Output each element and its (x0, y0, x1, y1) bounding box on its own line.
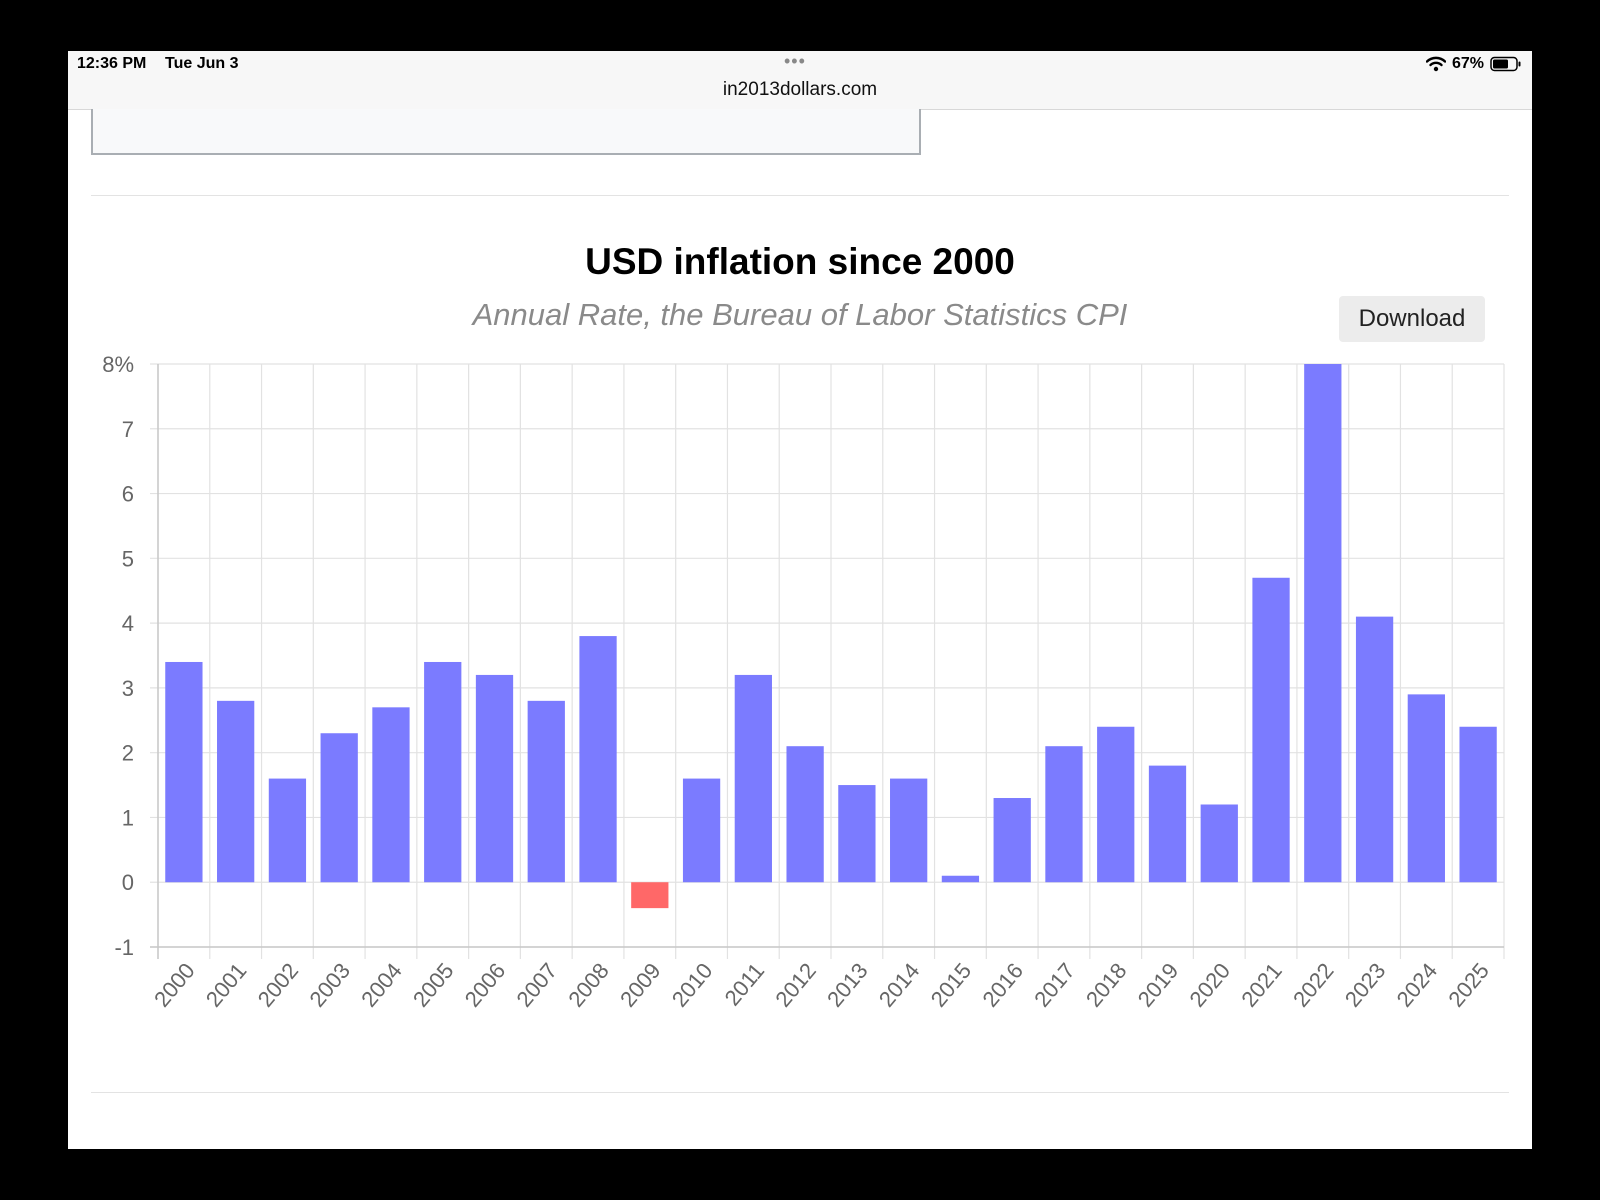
x-tick-label: 2008 (563, 958, 614, 1012)
bar-2009[interactable] (631, 882, 669, 909)
bar-2023[interactable] (1355, 616, 1394, 883)
x-tick-label: 2002 (253, 958, 304, 1012)
address-bar[interactable]: in2013dollars.com (68, 79, 1532, 101)
y-tick-label: 4 (122, 611, 134, 636)
bar-2011[interactable] (734, 674, 772, 883)
y-tick-label: 2 (122, 741, 134, 766)
url-text: in2013dollars.com (722, 79, 878, 100)
x-tick-label: 2017 (1029, 958, 1080, 1012)
x-tick-label: 2001 (201, 958, 252, 1012)
y-tick-label: -1 (114, 935, 134, 960)
bar-2018[interactable] (1097, 726, 1135, 883)
download-button[interactable]: Download (1339, 296, 1485, 342)
chart-title: USD inflation since 2000 (585, 241, 1015, 282)
bar-2019[interactable] (1148, 765, 1187, 883)
status-date: Tue Jun 3 (165, 55, 239, 72)
bar-2006[interactable] (475, 674, 514, 883)
bar-2000[interactable] (165, 661, 203, 883)
x-tick-label: 2000 (149, 958, 200, 1012)
x-tick-label: 2016 (977, 958, 1028, 1012)
x-tick-label: 2005 (408, 958, 459, 1012)
bar-2015[interactable] (941, 875, 980, 883)
section-divider-bottom (91, 1092, 1509, 1093)
bar-2001[interactable] (217, 700, 255, 883)
bar-2025[interactable] (1459, 726, 1497, 883)
x-tick-label: 2015 (926, 958, 977, 1012)
y-tick-labels: 8% 7 6 5 4 3 2 1 0 -1 (102, 352, 134, 960)
bar-2022[interactable] (1304, 364, 1342, 883)
x-tick-label: 2022 (1288, 958, 1339, 1012)
chart-subtitle: Annual Rate, the Bureau of Labor Statist… (472, 297, 1128, 332)
y-tick-label: 3 (122, 676, 134, 701)
x-tick-label: 2020 (1184, 958, 1235, 1012)
x-tick-label: 2011 (720, 958, 770, 1010)
status-indicators: 67% (1425, 55, 1522, 73)
y-tick-label: 6 (122, 482, 134, 507)
bar-2007[interactable] (527, 700, 565, 883)
browser-screen: 12:36 PM Tue Jun 3 ••• in2013dollars.com… (68, 51, 1532, 1149)
y-tick-label: 1 (122, 805, 134, 830)
bar-2003[interactable] (320, 733, 358, 883)
bar-2016[interactable] (993, 798, 1031, 883)
multitasking-dots[interactable]: ••• (784, 51, 806, 71)
bar-2005[interactable] (424, 661, 462, 883)
bar-2004[interactable] (372, 707, 410, 883)
x-tick-label: 2010 (667, 958, 718, 1012)
status-time: 12:36 PM (77, 55, 147, 72)
x-tick-label: 2004 (356, 958, 407, 1012)
bar-2008[interactable] (579, 636, 617, 883)
x-tick-label: 2021 (1236, 958, 1287, 1012)
y-tick-label: 5 (122, 546, 134, 571)
x-tick-label: 2003 (304, 958, 355, 1012)
x-tick-label: 2024 (1392, 958, 1443, 1012)
x-tick-label: 2007 (511, 958, 562, 1012)
x-tick-labels: 2000 2001 2002 2003 2004 2005 2006 2007 2008 2009… (149, 958, 1494, 1012)
calculator-panel-bottom (91, 109, 921, 155)
wifi-icon (1425, 56, 1446, 72)
bar-2014[interactable] (890, 778, 928, 883)
x-tick-label: 2009 (615, 958, 666, 1012)
battery-percent: 67% (1451, 55, 1484, 72)
axes (150, 364, 1504, 959)
y-tick-label: 0 (122, 870, 134, 895)
section-divider-top (91, 195, 1509, 196)
bar-2024[interactable] (1407, 694, 1445, 883)
x-tick-label: 2023 (1340, 958, 1391, 1012)
x-tick-label: 2019 (1133, 958, 1184, 1012)
battery-icon (1490, 56, 1521, 72)
x-tick-label: 2012 (770, 958, 821, 1012)
y-tick-label: 8% (102, 352, 134, 377)
bar-2012[interactable] (786, 746, 824, 883)
y-tick-label: 7 (122, 417, 134, 442)
x-tick-label: 2013 (822, 958, 873, 1012)
x-tick-label: 2018 (1081, 958, 1132, 1012)
x-tick-label: 2025 (1443, 958, 1494, 1012)
bar-2017[interactable] (1045, 746, 1083, 883)
bar-2010[interactable] (682, 778, 721, 883)
bar-2021[interactable] (1252, 577, 1290, 883)
bar-2020[interactable] (1200, 804, 1238, 883)
status-bar: 12:36 PM Tue Jun 3 ••• in2013dollars.com… (68, 51, 1532, 110)
bar-2013[interactable] (838, 785, 876, 883)
bar-2002[interactable] (268, 778, 307, 883)
bars (165, 364, 1497, 909)
x-tick-label: 2014 (874, 958, 925, 1012)
x-tick-label: 2006 (460, 958, 511, 1012)
